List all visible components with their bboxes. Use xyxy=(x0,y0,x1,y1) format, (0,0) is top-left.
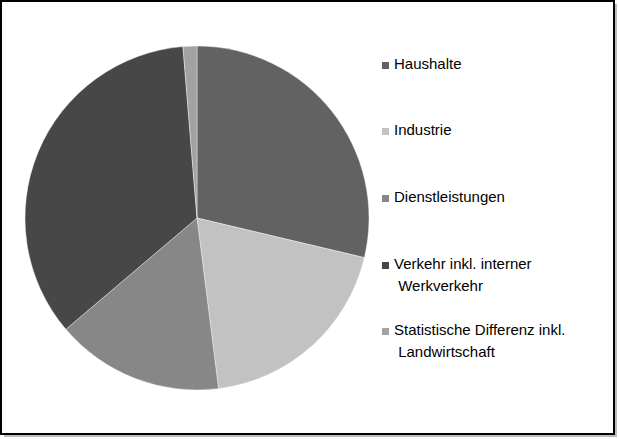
legend-line: Verkehr inkl. interner xyxy=(394,255,532,272)
chart: Haushalte Industrie Dienstleistungen Verkeh… xyxy=(0,0,619,439)
legend-line: Statistische Differenz inkl. xyxy=(394,321,565,338)
legend-label: Dienstleistungen xyxy=(394,188,505,205)
legend-label: Statistische Differenz inkl. Landwirtsch… xyxy=(394,321,565,360)
legend-swatch xyxy=(382,128,389,135)
legend-label: Haushalte xyxy=(394,55,462,72)
legend-swatch xyxy=(382,62,389,69)
frame xyxy=(1,1,614,434)
legend-swatch xyxy=(382,195,389,202)
legend-swatch xyxy=(382,328,389,335)
legend-label: Verkehr inkl. interner Werkverkehr xyxy=(394,255,532,294)
pie xyxy=(25,46,369,390)
legend-line: Industrie xyxy=(394,121,452,138)
legend-label: Industrie xyxy=(394,121,452,138)
legend: Haushalte Industrie Dienstleistungen Verkeh… xyxy=(382,55,565,360)
pie-slice xyxy=(25,47,197,330)
pie-slice xyxy=(183,46,197,218)
legend-line: Landwirtschaft xyxy=(394,343,496,360)
legend-line: Werkverkehr xyxy=(394,277,483,294)
pie-slice xyxy=(197,218,364,389)
legend-swatch xyxy=(382,262,389,269)
legend-line: Dienstleistungen xyxy=(394,188,505,205)
legend-line: Haushalte xyxy=(394,55,462,72)
